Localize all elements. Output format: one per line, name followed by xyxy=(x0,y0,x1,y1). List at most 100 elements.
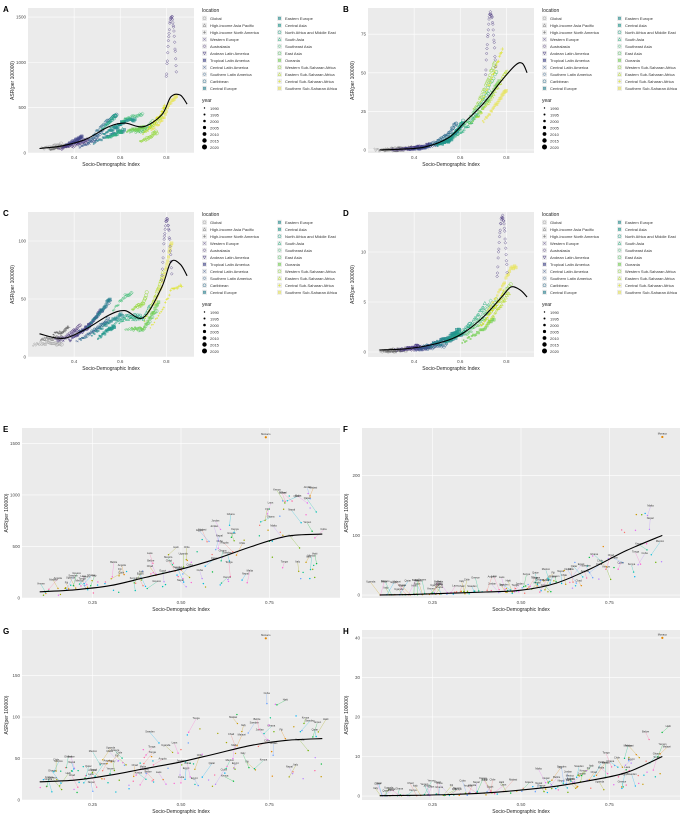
data-point xyxy=(153,306,157,310)
country-label: Haiti xyxy=(66,771,72,775)
country-label: Nepal xyxy=(177,578,184,582)
data-point xyxy=(491,309,494,313)
legend-marker xyxy=(278,227,281,231)
data-point xyxy=(120,319,124,323)
data-point xyxy=(144,293,148,298)
data-point xyxy=(529,585,531,588)
y-tick-label: 0 xyxy=(357,794,360,799)
data-point xyxy=(494,70,499,75)
country-label: Fiji xyxy=(500,583,504,587)
label-leader xyxy=(593,763,602,777)
plot-area: ChileItalyKenyaGhanaNepalCubaLaosChadFij… xyxy=(39,633,329,794)
data-point xyxy=(211,785,214,787)
data-point xyxy=(120,299,124,303)
data-point xyxy=(484,58,488,62)
y-tick-label: 1000 xyxy=(16,60,27,65)
data-point xyxy=(42,342,46,346)
data-point xyxy=(544,788,547,790)
legend-item-label: Central Sub-Saharan Africa xyxy=(285,79,334,84)
country-label: Jordan xyxy=(210,524,218,528)
data-point xyxy=(477,112,480,115)
data-point xyxy=(177,575,179,578)
legend-key-bg xyxy=(617,43,622,49)
y-tick-label: 10 xyxy=(355,754,361,759)
country-label: Belize xyxy=(412,578,420,582)
data-point xyxy=(104,119,108,123)
data-point xyxy=(165,218,170,222)
label-leader xyxy=(464,580,467,592)
country-label: Mexico xyxy=(75,579,84,583)
country-label: Kenya xyxy=(580,768,588,772)
legend-item-label: South Asia xyxy=(285,241,305,246)
data-point xyxy=(145,322,149,326)
label-leader xyxy=(307,522,313,532)
country-label: Malawi xyxy=(238,733,246,737)
legend-marker xyxy=(202,248,207,253)
country-label: Yemen xyxy=(303,520,312,524)
label-leader xyxy=(631,565,634,573)
data-point xyxy=(112,589,115,592)
data-point xyxy=(173,49,178,53)
data-point xyxy=(174,63,178,68)
label-leader xyxy=(439,784,450,795)
data-point xyxy=(459,129,462,132)
legend-key-bg xyxy=(542,247,547,253)
legend-item-label: Western Europe xyxy=(210,241,240,246)
country-label: Tonga xyxy=(149,750,157,754)
data-point xyxy=(486,303,491,308)
data-point xyxy=(630,762,632,764)
data-point xyxy=(128,788,130,790)
data-point xyxy=(508,282,513,287)
country-label: Kenya xyxy=(231,527,239,531)
legend-marker xyxy=(278,16,281,20)
x-tick-label: 0.6 xyxy=(117,155,124,160)
legend-marker xyxy=(617,37,622,41)
legend-item-label: Tropical Latin America xyxy=(210,262,250,267)
label-leader xyxy=(522,782,530,791)
data-point xyxy=(69,330,74,334)
country-label: Jordan xyxy=(610,555,618,559)
data-point xyxy=(103,333,107,336)
panel-label-a: A xyxy=(3,5,9,14)
data-point xyxy=(152,572,154,574)
data-point xyxy=(154,121,159,125)
data-point xyxy=(170,272,174,276)
label-leader xyxy=(188,718,197,733)
label-leader xyxy=(303,718,306,724)
data-point xyxy=(167,293,171,297)
data-point xyxy=(497,234,502,239)
data-point xyxy=(120,314,124,318)
data-point xyxy=(546,791,549,794)
x-tick-label: 0.75 xyxy=(605,600,614,605)
gridlines xyxy=(362,428,680,598)
country-label: Mexico xyxy=(381,579,390,583)
label-leader xyxy=(443,785,452,796)
data-point xyxy=(156,284,161,289)
data-point xyxy=(143,129,147,132)
label-leader xyxy=(424,784,430,796)
country-label: Nepal xyxy=(88,780,95,784)
data-point xyxy=(491,28,495,32)
legend-item-label: Southeast Asia xyxy=(625,248,652,253)
label-leader xyxy=(484,780,491,792)
data-point xyxy=(456,127,460,132)
legend-marker xyxy=(617,269,622,274)
legend-key-bg xyxy=(277,268,282,274)
country-label: Egypt xyxy=(160,569,167,573)
label-leader xyxy=(71,757,75,769)
data-point xyxy=(139,327,143,330)
x-axis-label: Socio-Demographic Index xyxy=(422,366,480,372)
data-point xyxy=(661,636,664,640)
label-leader xyxy=(385,588,390,595)
country-label: Malawi xyxy=(49,577,57,581)
legend-key-bg xyxy=(202,22,207,28)
country-label: Jordan xyxy=(211,518,219,522)
country-label: Yemen xyxy=(551,574,560,578)
data-point xyxy=(307,492,309,495)
data-point xyxy=(454,121,459,126)
legend-item-label: Eastern Sub-Saharan Africa xyxy=(625,72,675,77)
label-leader xyxy=(224,776,234,782)
data-point xyxy=(92,592,95,594)
data-point xyxy=(115,125,118,128)
data-point xyxy=(167,236,172,240)
